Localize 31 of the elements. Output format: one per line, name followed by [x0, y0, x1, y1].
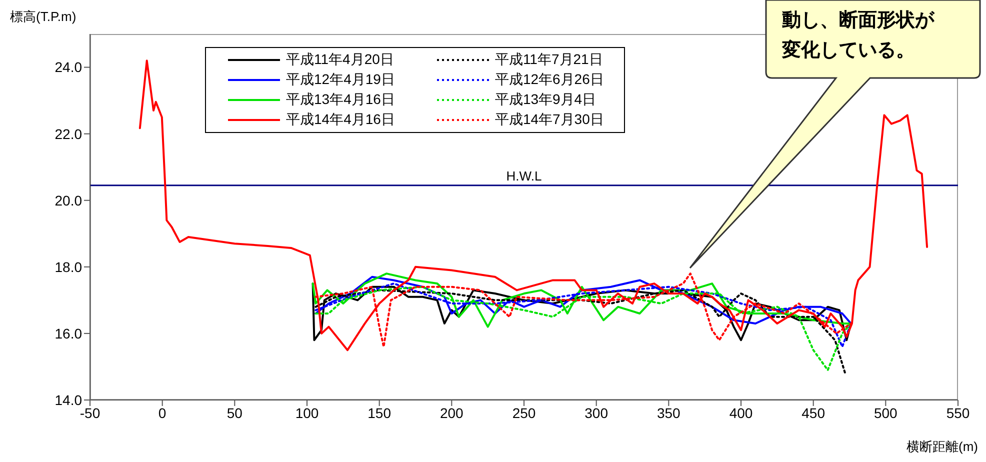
x-axis-title: 横断距離(m)	[906, 438, 978, 456]
ref-line-label: H.W.L	[506, 168, 542, 184]
y-tick-label: 24.0	[54, 59, 82, 76]
legend-label: 平成14年4月16日	[286, 111, 395, 129]
legend-label: 平成13年9月4日	[494, 91, 596, 109]
y-tick-label: 20.0	[54, 192, 82, 208]
legend-label: 平成11年4月20日	[286, 51, 394, 69]
y-axis-title: 標高(T.P.m)	[10, 8, 76, 26]
legend-label: 平成14年7月30日	[494, 111, 604, 129]
x-tick-label: -50	[80, 404, 100, 421]
y-tick-label: 22.0	[54, 126, 82, 142]
annotation: 動し、断面形状が変化している。	[782, 9, 936, 63]
y-tick-label: 16.0	[54, 325, 82, 342]
x-tick-label: 350	[656, 404, 681, 421]
x-tick-label: 400	[729, 404, 753, 421]
legend-label: 平成12年6月26日	[494, 71, 604, 89]
x-tick-label: 550	[946, 404, 970, 421]
y-tick-label: 18.0	[54, 258, 82, 275]
x-tick-label: 250	[512, 404, 536, 421]
x-tick-label: 150	[368, 404, 392, 421]
legend-label: 平成11年7月21日	[494, 51, 603, 69]
legend-label: 平成13年4月16日	[286, 91, 395, 109]
x-tick-label: 300	[584, 404, 608, 421]
x-tick-label: 50	[226, 404, 243, 421]
legend-label: 平成12年4月19日	[286, 71, 395, 89]
x-tick-label: 0	[158, 404, 166, 421]
y-tick-label: 14.0	[54, 392, 82, 408]
x-tick-label: 450	[802, 404, 826, 421]
x-tick-label: 100	[295, 404, 319, 421]
x-tick-label: 200	[440, 404, 464, 421]
x-tick-label: 500	[874, 404, 898, 421]
